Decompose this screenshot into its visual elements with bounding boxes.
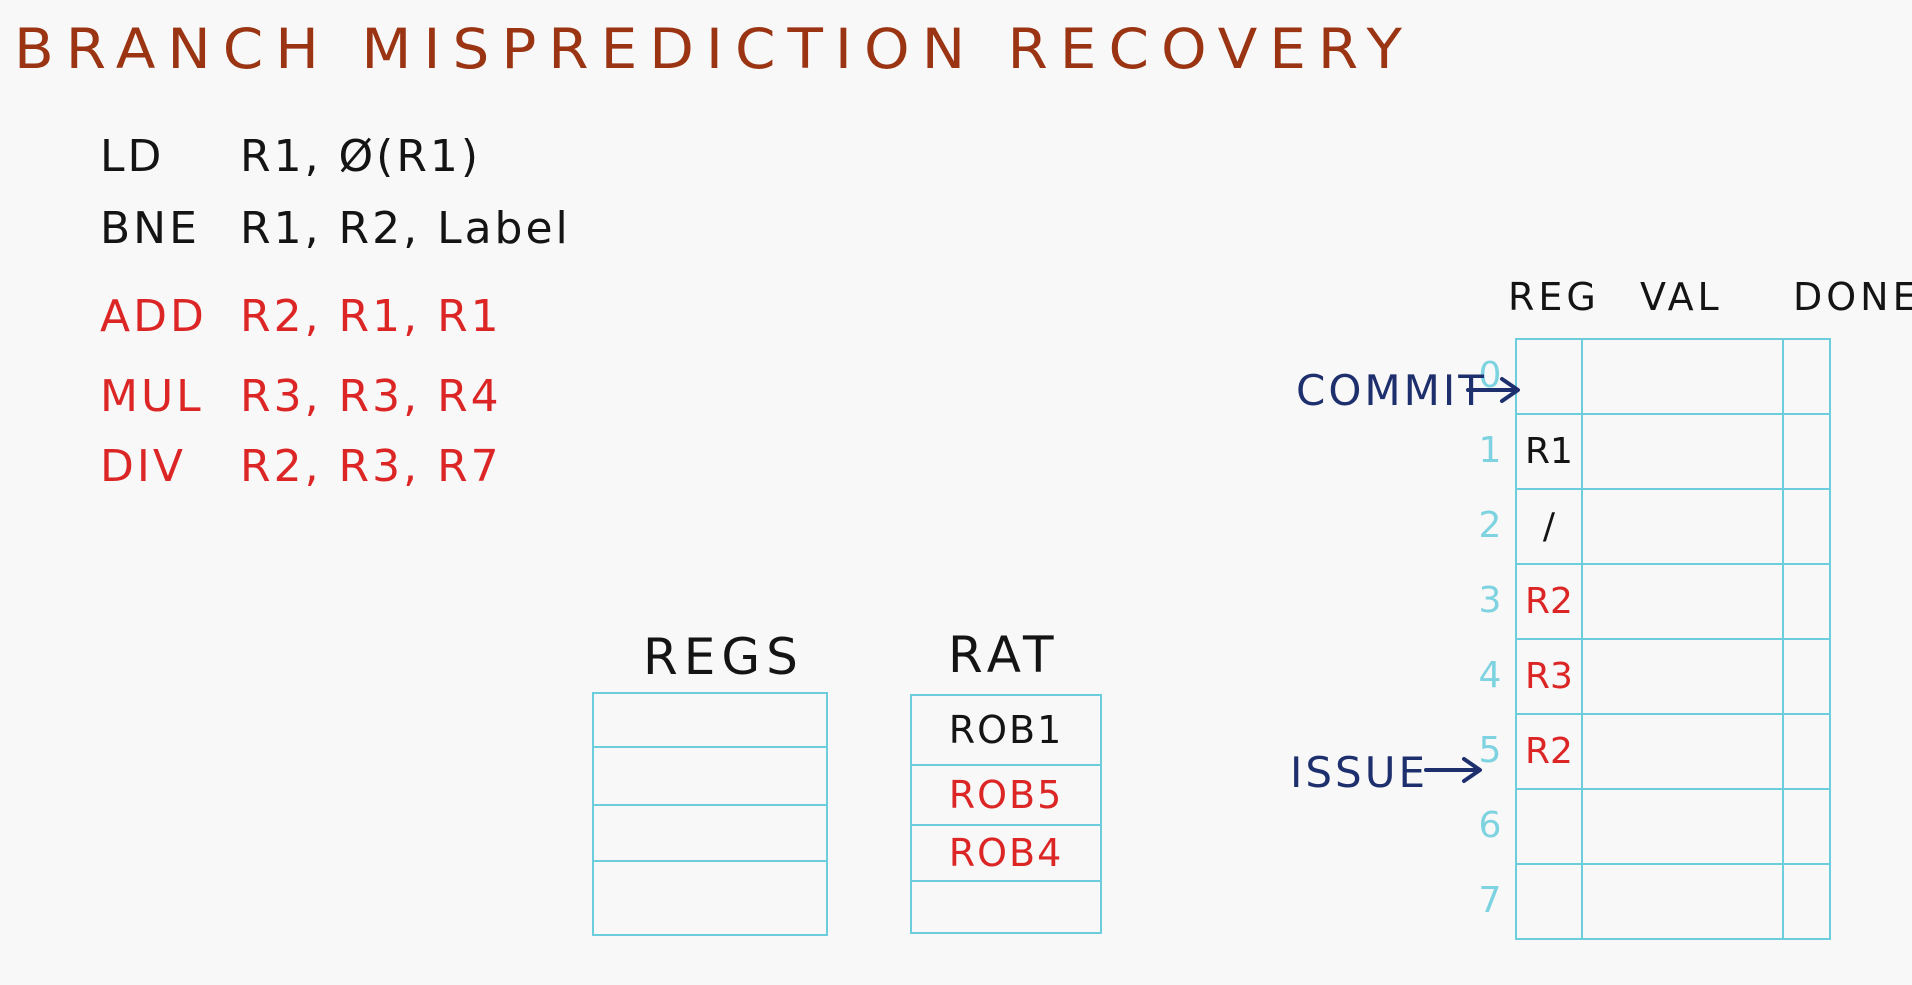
regs-row — [594, 694, 826, 748]
rob-index: 0 — [1478, 355, 1502, 396]
instruction-row: BNE R1, R2, Label — [100, 207, 620, 257]
instruction-op: LD — [100, 131, 165, 182]
rob-index: 5 — [1478, 730, 1502, 771]
rob-reg-entry — [1517, 865, 1581, 940]
rob-row: 6 — [1479, 790, 1829, 865]
instruction-row: LD R1, Ø(R1) — [100, 135, 620, 185]
rat-header: RAT — [948, 626, 1060, 684]
rat-row: ROB1 — [912, 696, 1100, 766]
regs-header: REGS — [643, 628, 804, 686]
instruction-op: BNE — [100, 203, 200, 254]
rob-row: 0 — [1479, 340, 1829, 415]
rob-header-val: VAL — [1640, 275, 1723, 319]
rob-index: 6 — [1478, 805, 1502, 846]
commit-arrow-icon — [1466, 377, 1520, 403]
regs-row — [594, 748, 826, 806]
rob-table: 0 1 R1 2 / 3 R2 4 R3 5 R2 6 7 — [1479, 338, 1831, 940]
rat-entry: ROB5 — [948, 773, 1064, 817]
instruction-args: R2, R3, R7 — [240, 441, 502, 492]
rob-index: 2 — [1478, 505, 1502, 546]
rat-entry: ROB4 — [948, 831, 1064, 875]
regs-row — [594, 862, 826, 933]
instruction-list: LD R1, Ø(R1) BNE R1, R2, Label ADD R2, R… — [100, 135, 620, 515]
rob-index: 4 — [1478, 655, 1502, 696]
rob-row: 1 R1 — [1479, 415, 1829, 490]
instruction-row: DIV R2, R3, R7 — [100, 445, 620, 495]
instruction-row: MUL R3, R3, R4 — [100, 375, 620, 425]
issue-label: ISSUE — [1290, 748, 1428, 797]
rat-row: ROB5 — [912, 766, 1100, 826]
instruction-op: DIV — [100, 441, 186, 492]
rob-row: 5 R2 — [1479, 715, 1829, 790]
rob-reg-entry: R2 — [1525, 730, 1573, 772]
commit-label: COMMIT — [1296, 366, 1487, 415]
rob-reg-entry: R2 — [1525, 580, 1573, 622]
regs-table — [592, 692, 828, 936]
instruction-args: R1, R2, Label — [240, 203, 571, 254]
rob-row: 4 R3 — [1479, 640, 1829, 715]
commit-pointer: COMMIT — [1296, 370, 1487, 412]
instruction-op: MUL — [100, 371, 204, 422]
instruction-op: ADD — [100, 291, 207, 342]
rob-header-reg: REG — [1508, 275, 1600, 319]
instruction-args: R1, Ø(R1) — [240, 131, 482, 182]
rob-row: 7 — [1479, 865, 1829, 940]
rat-table: ROB1 ROB5 ROB4 — [910, 694, 1102, 934]
rob-header-done: DONE — [1793, 275, 1912, 319]
rob-reg-entry: R1 — [1525, 430, 1573, 472]
rob-row: 2 / — [1479, 490, 1829, 565]
rat-entry: ROB1 — [948, 708, 1064, 752]
rob-index: 3 — [1478, 580, 1502, 621]
rob-index: 1 — [1478, 430, 1502, 471]
rob-reg-entry — [1517, 790, 1581, 863]
instruction-args: R3, R3, R4 — [240, 371, 502, 422]
rat-row — [912, 882, 1100, 931]
instruction-row: ADD R2, R1, R1 — [100, 295, 620, 345]
page-title: BRANCH MISPREDICTION RECOVERY — [14, 16, 1414, 82]
regs-row — [594, 806, 826, 862]
instruction-args: R2, R1, R1 — [240, 291, 502, 342]
issue-arrow-icon — [1424, 757, 1482, 783]
rob-row: 3 R2 — [1479, 565, 1829, 640]
rob-index: 7 — [1478, 880, 1502, 921]
rat-row: ROB4 — [912, 826, 1100, 882]
rob-reg-entry: / — [1542, 505, 1556, 547]
rob-reg-entry — [1517, 340, 1581, 413]
rob-reg-entry: R3 — [1525, 655, 1573, 697]
issue-pointer: ISSUE — [1290, 752, 1428, 794]
